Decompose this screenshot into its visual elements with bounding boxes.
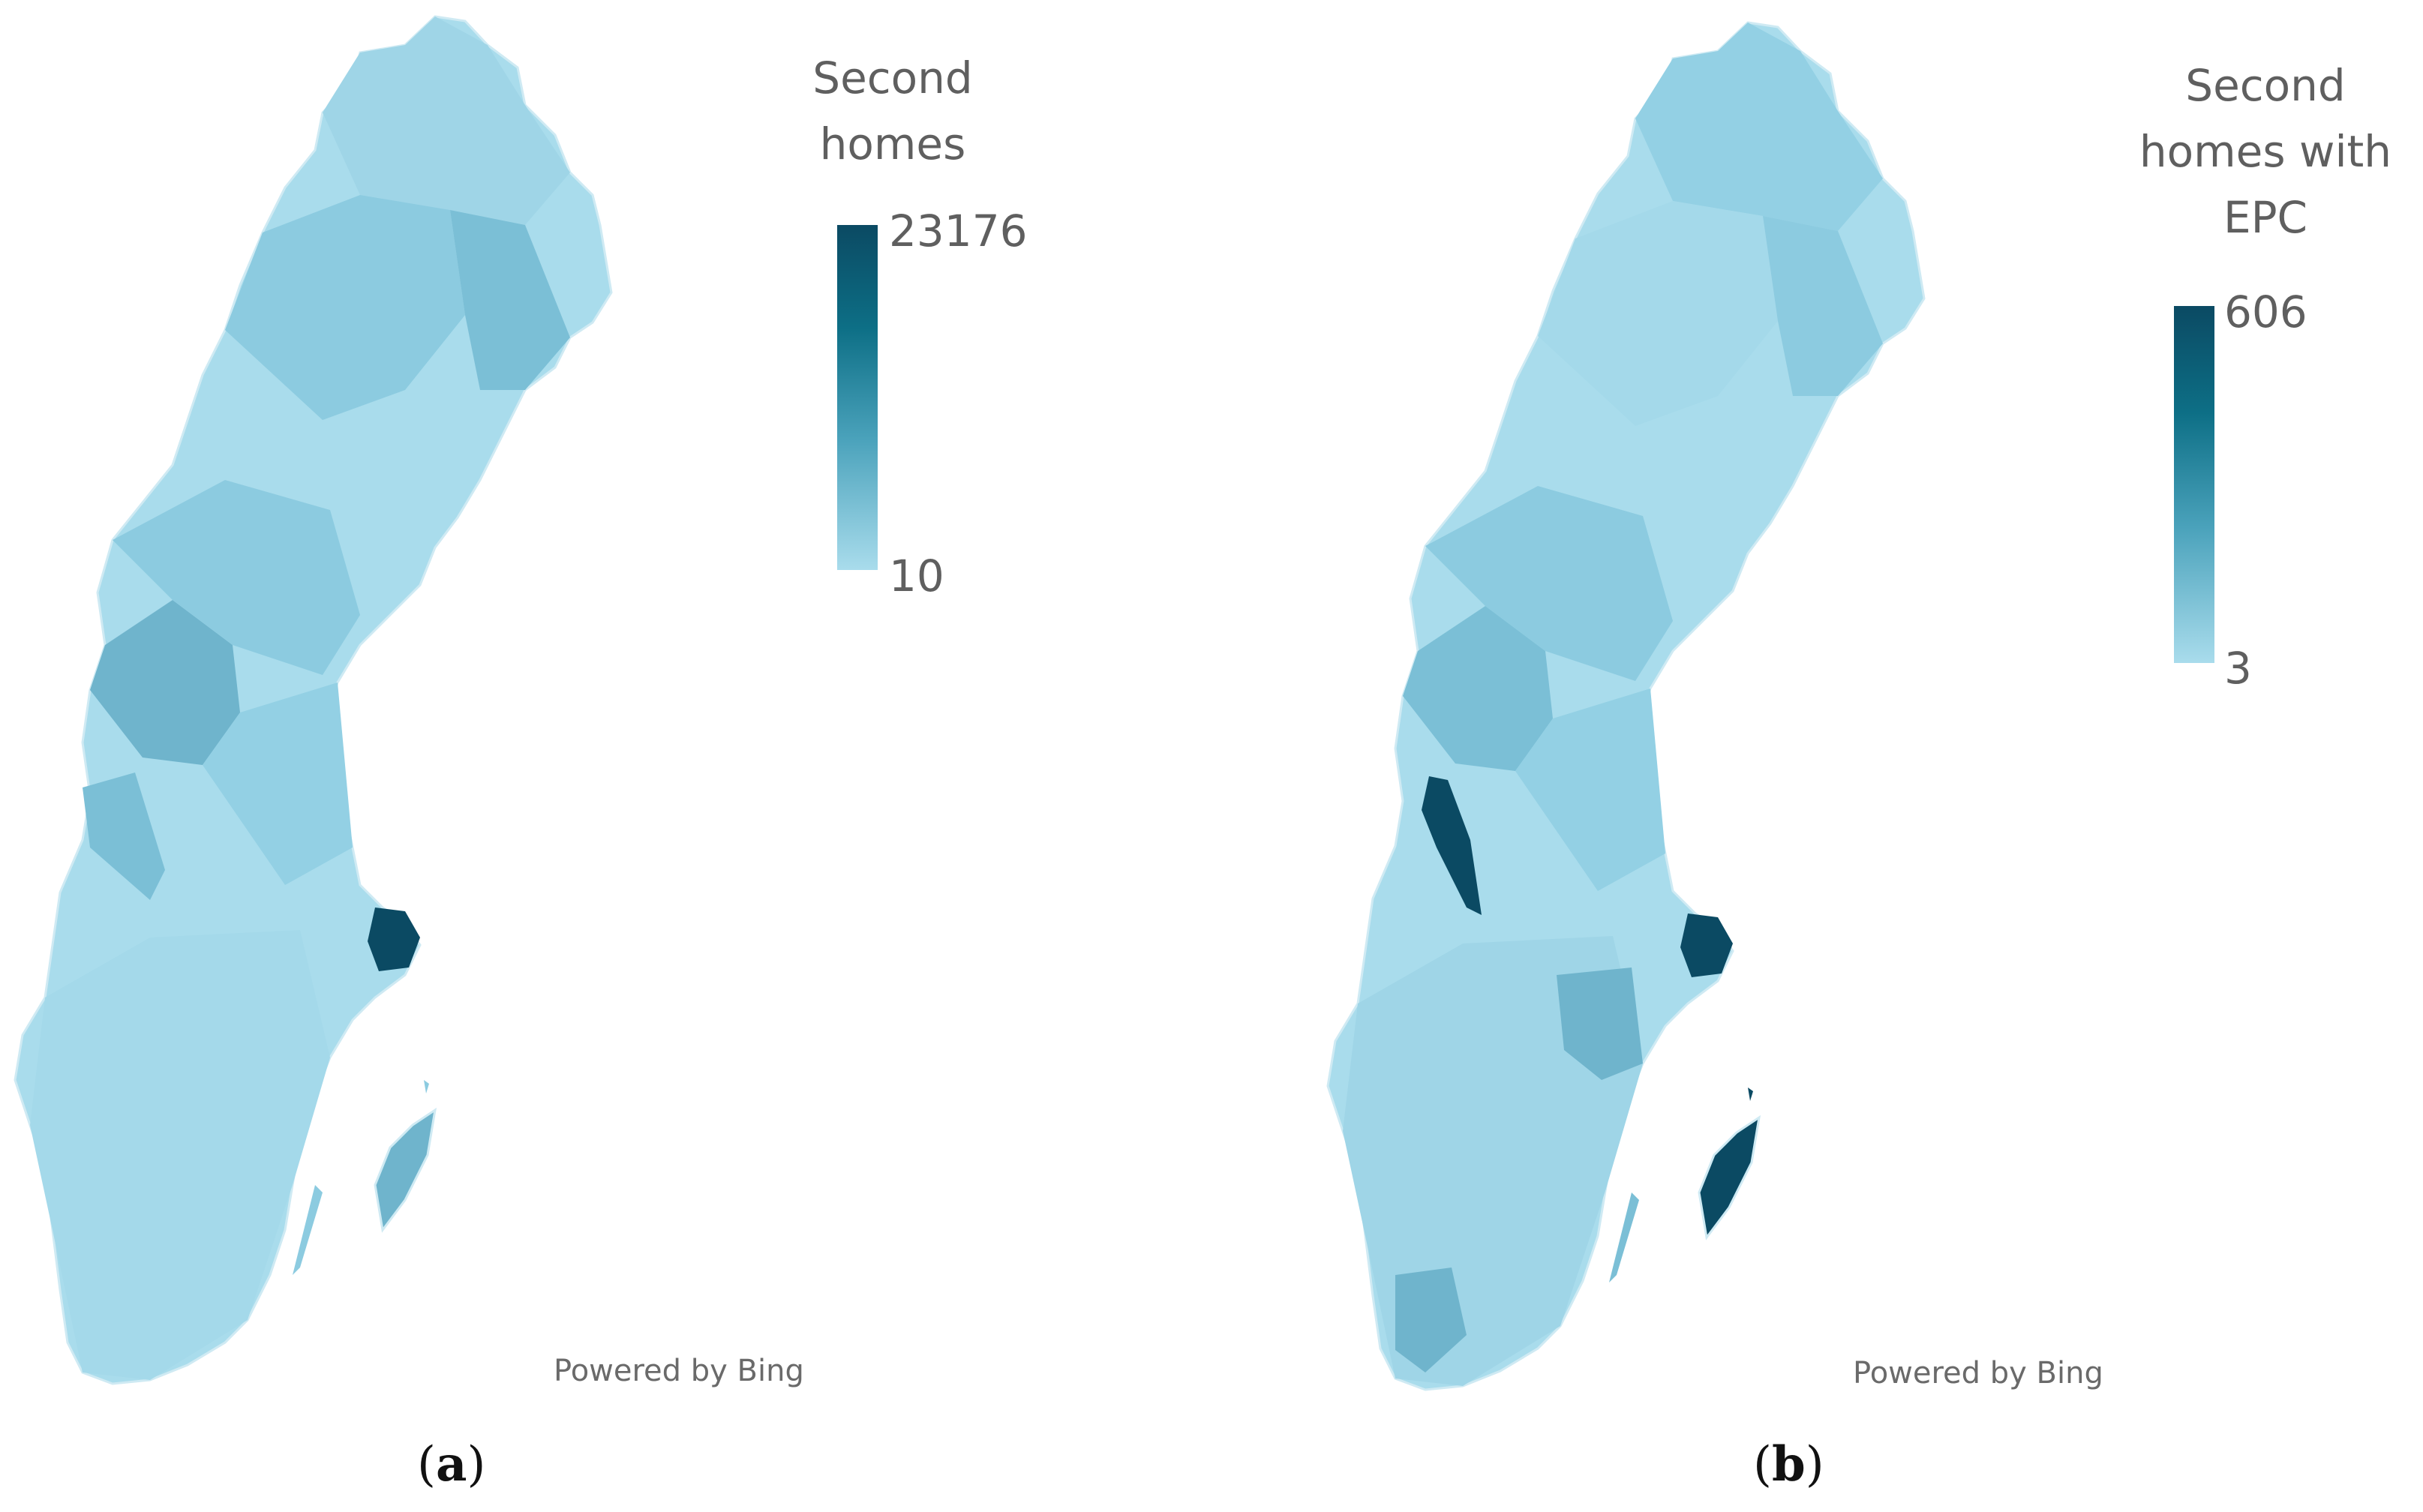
legend-max-value: 606 xyxy=(2224,286,2307,338)
island-gotland xyxy=(374,1107,437,1233)
legend-min-value: 3 xyxy=(2224,643,2252,694)
panel-caption-a: (a) xyxy=(417,1436,485,1492)
region-west-strip xyxy=(83,772,165,900)
region-center-west xyxy=(1403,606,1553,771)
region-center xyxy=(1425,486,1673,681)
caption-letter: a xyxy=(435,1436,467,1492)
panel-caption-b: (b) xyxy=(1753,1436,1824,1492)
caption-close: ) xyxy=(1805,1437,1824,1492)
region-coast-ne xyxy=(450,210,570,390)
map-credit: Powered by Bing xyxy=(554,1354,804,1388)
region-stockholm xyxy=(1680,914,1733,977)
island-oland xyxy=(1609,1192,1639,1282)
map-panel-a: Second homes 23176 10 Powered by Bing (a… xyxy=(14,15,1028,1492)
map-credit: Powered by Bing xyxy=(1853,1356,2103,1390)
sweden-choropleth-map-a xyxy=(14,15,613,1385)
legend-min-value: 10 xyxy=(889,550,944,602)
caption-open: ( xyxy=(1753,1437,1772,1492)
region-east-central xyxy=(203,682,353,885)
region-mid-north xyxy=(225,195,465,420)
legend-color-bar xyxy=(837,225,878,570)
region-southeast xyxy=(1557,968,1643,1080)
region-mid-north xyxy=(1538,201,1778,426)
region-center-west xyxy=(90,600,240,765)
map-panel-b: Second homes with EPC 606 3 Powered by B… xyxy=(1212,0,2423,1512)
region-coast-ne xyxy=(1763,216,1883,396)
legend-color-bar xyxy=(2174,306,2214,663)
island-small xyxy=(424,1080,429,1094)
region-east-central xyxy=(1515,688,1665,891)
legend-max-value: 23176 xyxy=(889,206,1028,256)
region-skane xyxy=(1395,1268,1467,1372)
region-south xyxy=(30,930,330,1380)
island-small xyxy=(1748,1088,1753,1101)
island-oland xyxy=(293,1185,323,1275)
region-dalarna xyxy=(1422,776,1482,915)
caption-open: ( xyxy=(417,1437,436,1492)
sweden-choropleth-map-b xyxy=(1326,21,1926,1391)
caption-close: ) xyxy=(467,1437,486,1492)
caption-letter: b xyxy=(1771,1436,1806,1492)
legend-title: Second homes xyxy=(812,52,973,170)
region-center xyxy=(113,480,360,675)
region-stockholm xyxy=(368,908,420,971)
region-north xyxy=(1635,22,1883,231)
legend-title: Second homes with EPC xyxy=(2139,60,2392,243)
region-north xyxy=(323,16,570,225)
island-gotland xyxy=(1698,1114,1761,1240)
